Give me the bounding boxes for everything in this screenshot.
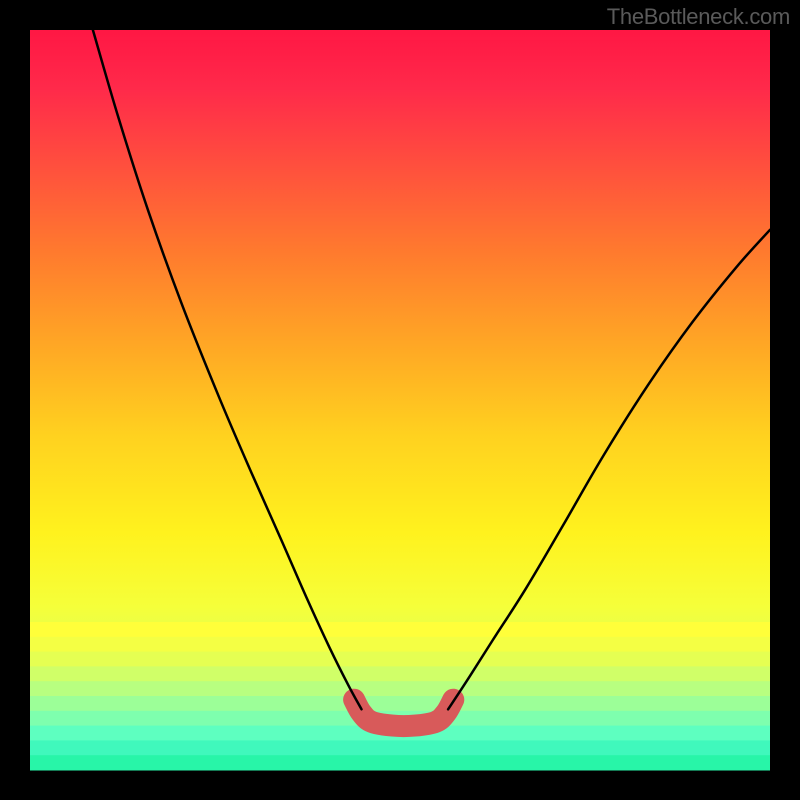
bottom-stripe [30,696,770,711]
bottom-stripe [30,622,770,637]
bottom-stripe [30,681,770,696]
bottleneck-chart [0,0,800,800]
bottom-stripe-group [30,622,770,771]
bottom-stripe [30,637,770,652]
bottom-stripe [30,666,770,681]
bottom-stripe [30,652,770,667]
bottom-stripe [30,755,770,770]
watermark-text: TheBottleneck.com [607,4,790,30]
bottom-stripe [30,740,770,755]
